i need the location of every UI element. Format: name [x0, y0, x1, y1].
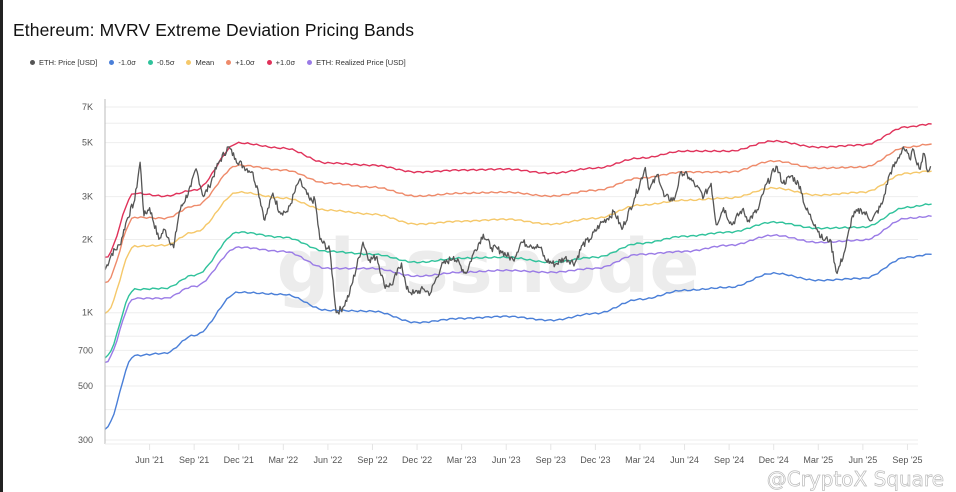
legend-item-minus-1-sigma[interactable]: -1.0σ: [109, 58, 136, 67]
x-tick-label: Mar '24: [625, 455, 655, 465]
x-tick-label: Jun '24: [670, 455, 699, 465]
legend-item-realized-price[interactable]: ETH: Realized Price [USD]: [307, 58, 406, 67]
legend-dot-icon: [30, 60, 35, 65]
legend-item-minus-half-sigma[interactable]: -0.5σ: [147, 58, 174, 67]
x-tick-label: Mar '22: [268, 455, 298, 465]
legend-item-price[interactable]: ETH: Price [USD]: [30, 58, 97, 67]
y-tick-label: 5K: [82, 138, 93, 148]
y-tick-label: 2K: [82, 234, 93, 244]
legend-dot-icon: [147, 60, 153, 65]
legend-item-plus-1-sigma-orange[interactable]: +1.0σ: [226, 58, 255, 67]
legend-dot-icon: [186, 60, 192, 65]
x-tick-label: Dec '22: [402, 455, 432, 465]
watermark-cryptox: @CryptoX Square: [767, 467, 944, 491]
y-tick-label: 700: [78, 345, 93, 355]
x-tick-label: Mar '25: [803, 455, 833, 465]
band-minus-1-sigma-line: [104, 253, 932, 430]
band-minus-half-sigma-line: [104, 203, 932, 359]
y-tick-label: 3K: [82, 192, 93, 202]
chart-title: Ethereum: MVRV Extreme Deviation Pricing…: [13, 20, 415, 40]
x-tick-label: Jun '22: [314, 455, 343, 465]
legend: ETH: Price [USD] -1.0σ -0.5σ Mean +1.0σ …: [30, 58, 406, 67]
y-tick-label: 7K: [82, 102, 93, 112]
x-tick-label: Sep '22: [357, 455, 387, 465]
legend-dot-icon: [266, 60, 272, 65]
x-tick-label: Dec '24: [759, 455, 789, 465]
legend-dot-icon: [109, 60, 115, 65]
y-tick-label: 1K: [82, 308, 93, 318]
left-edge: [0, 0, 3, 492]
x-tick-label: Sep '24: [714, 455, 744, 465]
y-tick-label: 300: [78, 435, 93, 445]
band-plus-1-sigma-red-line: [104, 122, 932, 258]
x-tick-label: Sep '21: [179, 455, 209, 465]
band-realized-price-line: [104, 214, 932, 364]
legend-item-plus-1-sigma-red[interactable]: +1.0σ: [266, 58, 295, 67]
band-mean-line: [104, 170, 932, 314]
legend-dot-icon: [226, 60, 232, 65]
y-tick-label: 500: [78, 381, 93, 391]
x-tick-label: Sep '23: [536, 455, 566, 465]
x-tick-label: Sep '25: [892, 455, 922, 465]
legend-item-mean[interactable]: Mean: [186, 58, 214, 67]
x-tick-label: Mar '23: [447, 455, 477, 465]
x-tick-label: Dec '23: [580, 455, 610, 465]
legend-dot-icon: [307, 60, 313, 65]
x-tick-label: Jun '23: [492, 455, 521, 465]
x-tick-label: Jun '25: [848, 455, 877, 465]
x-tick-label: Jun '21: [135, 455, 164, 465]
watermark-glassnode: glassnode: [276, 224, 699, 310]
eth-price-line: [104, 146, 932, 315]
x-tick-label: Dec '21: [224, 455, 254, 465]
band-plus-1-sigma-orange-line: [104, 143, 932, 284]
